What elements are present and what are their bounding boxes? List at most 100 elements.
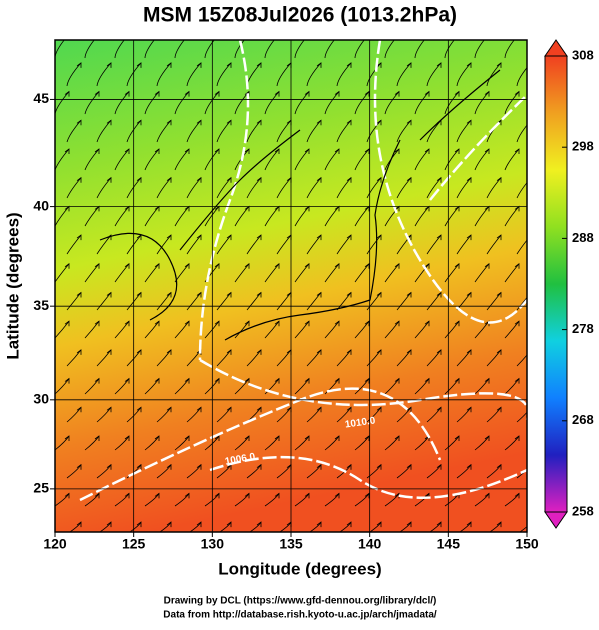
arrow-head — [274, 320, 280, 327]
colorbar-end — [544, 39, 568, 57]
arrow-head — [484, 320, 490, 327]
arrow-head — [184, 377, 190, 384]
streamline — [144, 378, 160, 395]
arrow-head — [214, 435, 220, 441]
streamline — [114, 378, 130, 395]
arrow-head — [425, 34, 429, 39]
arrow-head — [274, 148, 280, 154]
streamline — [504, 40, 515, 59]
arrow-head — [166, 176, 172, 183]
arrow-head — [94, 435, 100, 441]
arrow-head — [364, 263, 370, 269]
arrow-head — [346, 291, 352, 298]
arrow-head — [346, 521, 352, 528]
streamline — [396, 120, 412, 143]
arrow-head — [226, 521, 232, 528]
arrow-head — [166, 119, 172, 126]
arrow-head — [274, 492, 280, 499]
arrow-head — [124, 320, 130, 327]
arrow-head — [214, 377, 220, 384]
streamline — [246, 177, 262, 199]
streamline — [366, 177, 382, 199]
arrow-head — [346, 176, 352, 183]
arrow-head — [136, 406, 142, 413]
arrow-head — [136, 176, 142, 183]
contour-label: 1006.0 — [224, 451, 256, 467]
arrow-head — [65, 34, 69, 39]
streamline — [55, 263, 70, 283]
streamline — [144, 91, 160, 115]
arrow-head — [274, 90, 280, 97]
streamline — [234, 40, 245, 59]
streamline — [84, 91, 100, 115]
arrow-head — [346, 234, 352, 241]
streamline — [426, 120, 442, 143]
arrow-head — [454, 148, 460, 154]
streamline — [444, 263, 460, 283]
arrow-head — [436, 176, 442, 183]
arrow-head — [316, 176, 322, 183]
colorbar-tick-label: 298 — [572, 139, 594, 154]
streamline — [276, 62, 292, 87]
streamline — [156, 120, 172, 143]
arrow-head — [376, 349, 382, 355]
arrow-head — [244, 492, 250, 499]
streamline — [336, 62, 352, 87]
arrow-head — [136, 463, 142, 470]
arrow-head — [196, 406, 202, 413]
arrow-head — [184, 435, 190, 441]
contour-label: 1010.0 — [344, 415, 376, 430]
coastlines — [99, 69, 501, 341]
arrow-head — [226, 62, 232, 68]
streamline — [126, 62, 142, 87]
streamline — [306, 234, 322, 255]
streamline — [234, 320, 250, 339]
arrow-head — [136, 291, 142, 298]
arrow-head — [106, 119, 112, 126]
arrow-head — [106, 349, 112, 355]
arrow-head — [304, 377, 310, 384]
arrow-head — [455, 34, 459, 39]
arrow-head — [466, 406, 472, 413]
arrow-head — [496, 176, 502, 183]
arrow-head — [196, 234, 202, 241]
streamline — [444, 206, 460, 227]
arrow-head — [214, 263, 220, 269]
streamline — [84, 263, 100, 283]
arrow-head — [364, 90, 370, 97]
streamline — [96, 177, 112, 199]
streamline — [426, 292, 442, 311]
streamline — [444, 91, 460, 115]
streamline — [336, 234, 352, 255]
streamline — [174, 148, 190, 171]
arrow-head — [454, 320, 460, 327]
arrow-head — [424, 377, 430, 384]
streamline — [336, 407, 352, 423]
streamline — [516, 124, 527, 143]
arrow-head — [136, 62, 142, 68]
arrow-head — [76, 62, 82, 68]
streamline — [474, 263, 490, 283]
streamline — [84, 40, 95, 59]
streamline — [384, 320, 400, 339]
arrow-head — [436, 349, 442, 355]
arrow-head — [154, 148, 160, 154]
arrow-head — [95, 34, 99, 39]
streamline — [84, 320, 100, 339]
arrow-head — [275, 34, 279, 39]
streamline — [66, 62, 82, 87]
streamline — [186, 177, 202, 199]
streamline — [156, 62, 172, 87]
streamline — [366, 407, 382, 423]
streamline — [324, 320, 340, 339]
streamline — [474, 320, 490, 339]
streamline — [456, 349, 472, 367]
y-axis-label: Latitude (degrees) — [3, 212, 22, 359]
streamline — [264, 206, 280, 227]
arrow-head — [106, 463, 112, 470]
arrow-head — [196, 62, 202, 68]
arrow-head — [136, 119, 142, 126]
arrow-head — [64, 90, 70, 97]
streamline — [474, 91, 490, 115]
arrow-head — [346, 406, 352, 413]
